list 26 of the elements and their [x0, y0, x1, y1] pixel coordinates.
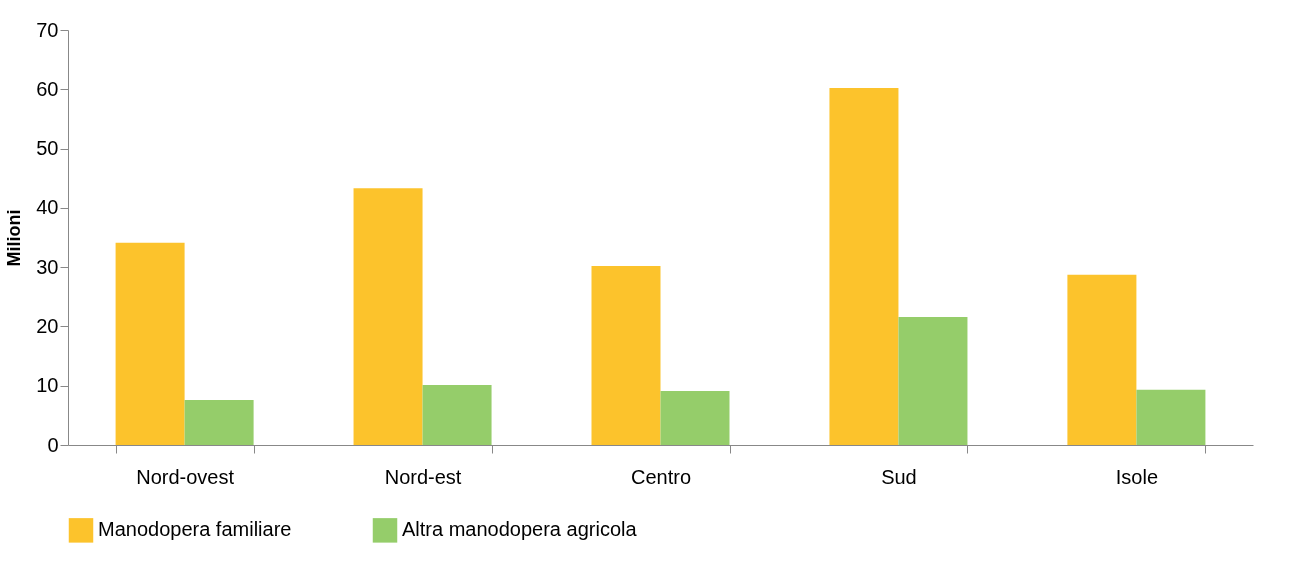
- y-tick-label: 70: [36, 18, 59, 41]
- bar: [660, 391, 730, 445]
- y-tick-label: 10: [36, 374, 59, 397]
- bar: [898, 316, 968, 445]
- legend-label: Altra manodopera agricola: [402, 518, 638, 541]
- x-tick-label: Isole: [1115, 465, 1159, 488]
- bar: [1136, 389, 1206, 445]
- bar: [184, 399, 254, 445]
- y-tick-label: 0: [47, 433, 59, 456]
- y-axis-title: Milioni: [4, 209, 25, 267]
- y-tick-label: 50: [36, 137, 59, 160]
- bar: [1067, 274, 1137, 445]
- bar: [829, 88, 899, 445]
- y-tick-label: 40: [36, 196, 59, 219]
- x-tick-label: Nord-ovest: [136, 465, 235, 488]
- x-tick-label: Nord-est: [384, 465, 462, 488]
- bar: [353, 188, 423, 445]
- y-tick-label: 30: [36, 255, 59, 278]
- legend-label: Manodopera familiare: [98, 518, 292, 541]
- y-tick-label: 60: [36, 77, 59, 100]
- bar: [115, 242, 185, 445]
- bar: [591, 265, 661, 445]
- x-tick-label: Sud: [881, 465, 917, 488]
- y-tick-label: 20: [36, 314, 59, 337]
- x-tick-label: Centro: [630, 465, 692, 488]
- bar: [422, 385, 492, 445]
